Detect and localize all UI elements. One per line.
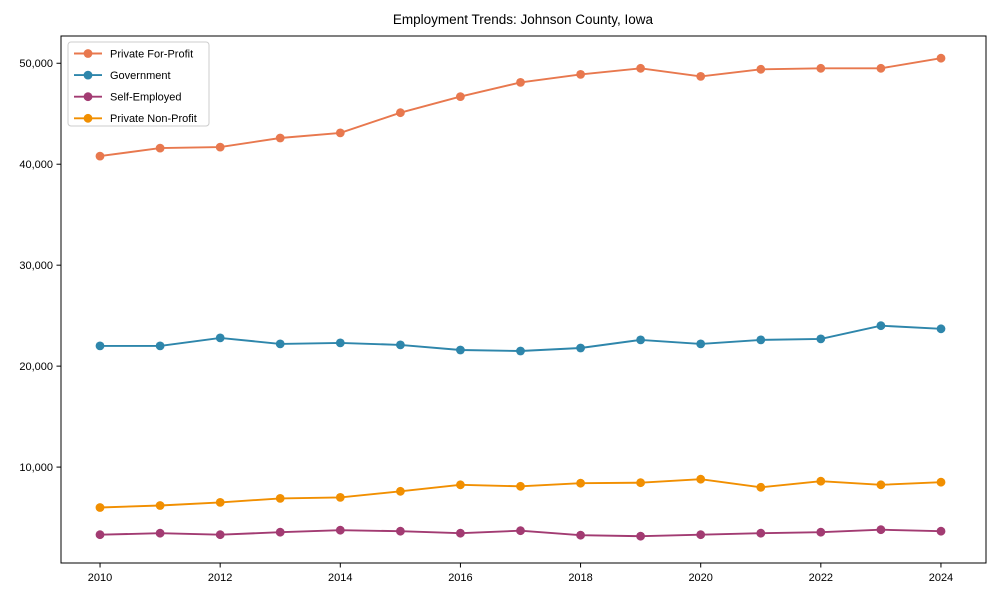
data-point-private-non-profit bbox=[756, 482, 766, 492]
legend-label-private-for-profit: Private For-Profit bbox=[110, 48, 193, 60]
data-point-self-employed bbox=[696, 530, 706, 540]
x-tick-label: 2014 bbox=[328, 572, 352, 584]
data-point-private-for-profit bbox=[936, 53, 946, 63]
chart-title: Employment Trends: Johnson County, Iowa bbox=[393, 12, 654, 27]
data-point-private-for-profit bbox=[95, 151, 105, 161]
x-tick-label: 2020 bbox=[688, 572, 712, 584]
x-tick-label: 2016 bbox=[448, 572, 472, 584]
legend-label-private-non-profit: Private Non-Profit bbox=[110, 113, 197, 125]
data-point-government bbox=[396, 340, 405, 350]
x-tick-label: 2012 bbox=[208, 572, 232, 584]
data-point-private-non-profit bbox=[396, 486, 405, 496]
data-point-government bbox=[876, 321, 886, 331]
data-point-government bbox=[516, 346, 525, 356]
data-point-private-non-profit bbox=[936, 477, 946, 487]
legend-box bbox=[67, 41, 210, 127]
data-point-private-for-profit bbox=[756, 64, 766, 74]
data-point-government bbox=[756, 335, 766, 345]
legend-label-government: Government bbox=[110, 70, 171, 82]
data-point-self-employed bbox=[396, 526, 405, 536]
data-point-government bbox=[95, 341, 105, 351]
data-point-government bbox=[275, 339, 285, 349]
data-point-self-employed bbox=[936, 526, 946, 536]
legend-label-self-employed: Self-Employed bbox=[110, 92, 182, 104]
y-tick-label: 20,000 bbox=[19, 361, 53, 373]
data-point-private-non-profit bbox=[215, 498, 225, 507]
data-point-private-for-profit bbox=[275, 133, 285, 143]
data-point-private-non-profit bbox=[335, 493, 345, 502]
legend-marker-self-employed bbox=[83, 92, 93, 102]
data-point-self-employed bbox=[456, 528, 465, 538]
data-point-self-employed bbox=[756, 528, 766, 538]
data-point-government bbox=[335, 338, 345, 348]
data-point-private-for-profit bbox=[576, 70, 585, 79]
x-tick-label: 2022 bbox=[809, 572, 833, 584]
data-point-government bbox=[696, 339, 706, 349]
x-tick-label: 2024 bbox=[929, 572, 953, 584]
data-point-private-non-profit bbox=[155, 501, 165, 510]
data-point-private-for-profit bbox=[335, 128, 345, 138]
data-point-private-non-profit bbox=[816, 476, 826, 486]
data-point-government bbox=[816, 334, 826, 344]
legend-marker-private-non-profit bbox=[83, 113, 93, 123]
plot-border bbox=[60, 35, 987, 564]
x-tick-label: 2018 bbox=[568, 572, 592, 584]
data-point-private-non-profit bbox=[576, 478, 585, 488]
data-point-private-for-profit bbox=[155, 143, 165, 153]
y-tick-label: 50,000 bbox=[19, 58, 53, 70]
legend-marker-private-for-profit bbox=[83, 49, 93, 58]
data-point-private-for-profit bbox=[696, 72, 706, 81]
data-point-government bbox=[456, 345, 465, 355]
data-point-government bbox=[936, 324, 946, 334]
data-point-government bbox=[155, 341, 165, 351]
y-tick-label: 40,000 bbox=[19, 159, 53, 171]
data-point-private-non-profit bbox=[95, 503, 105, 512]
data-point-government bbox=[636, 335, 645, 345]
data-point-government bbox=[576, 343, 585, 353]
data-point-self-employed bbox=[816, 527, 826, 537]
data-point-private-for-profit bbox=[456, 92, 465, 101]
data-point-private-non-profit bbox=[516, 481, 525, 491]
data-point-self-employed bbox=[215, 530, 225, 540]
data-point-government bbox=[215, 333, 225, 343]
data-point-private-for-profit bbox=[876, 63, 886, 73]
data-point-self-employed bbox=[155, 528, 165, 538]
y-tick-label: 30,000 bbox=[19, 260, 53, 272]
data-point-self-employed bbox=[275, 527, 285, 537]
series-line-private-for-profit bbox=[99, 57, 942, 158]
data-point-private-for-profit bbox=[215, 142, 225, 152]
data-point-private-for-profit bbox=[516, 78, 525, 87]
data-point-private-non-profit bbox=[696, 474, 706, 484]
plot-area: 10,000 20,000 30,000 40,000 50,000 2010 2012 20… bbox=[19, 35, 987, 584]
data-point-private-non-profit bbox=[456, 480, 465, 490]
data-point-self-employed bbox=[516, 526, 525, 536]
data-point-private-non-profit bbox=[275, 494, 285, 503]
x-tick-label: 2010 bbox=[88, 572, 112, 584]
legend-marker-government bbox=[83, 70, 93, 80]
y-tick-label: 10,000 bbox=[19, 462, 53, 474]
data-point-self-employed bbox=[335, 525, 345, 535]
data-point-private-non-profit bbox=[876, 480, 886, 490]
data-point-self-employed bbox=[576, 530, 585, 540]
data-point-private-non-profit bbox=[636, 478, 645, 488]
data-point-private-for-profit bbox=[396, 108, 405, 118]
data-point-self-employed bbox=[636, 531, 645, 541]
data-point-self-employed bbox=[95, 530, 105, 540]
data-point-private-for-profit bbox=[636, 63, 645, 73]
data-point-private-for-profit bbox=[816, 63, 826, 73]
data-point-self-employed bbox=[876, 525, 886, 535]
